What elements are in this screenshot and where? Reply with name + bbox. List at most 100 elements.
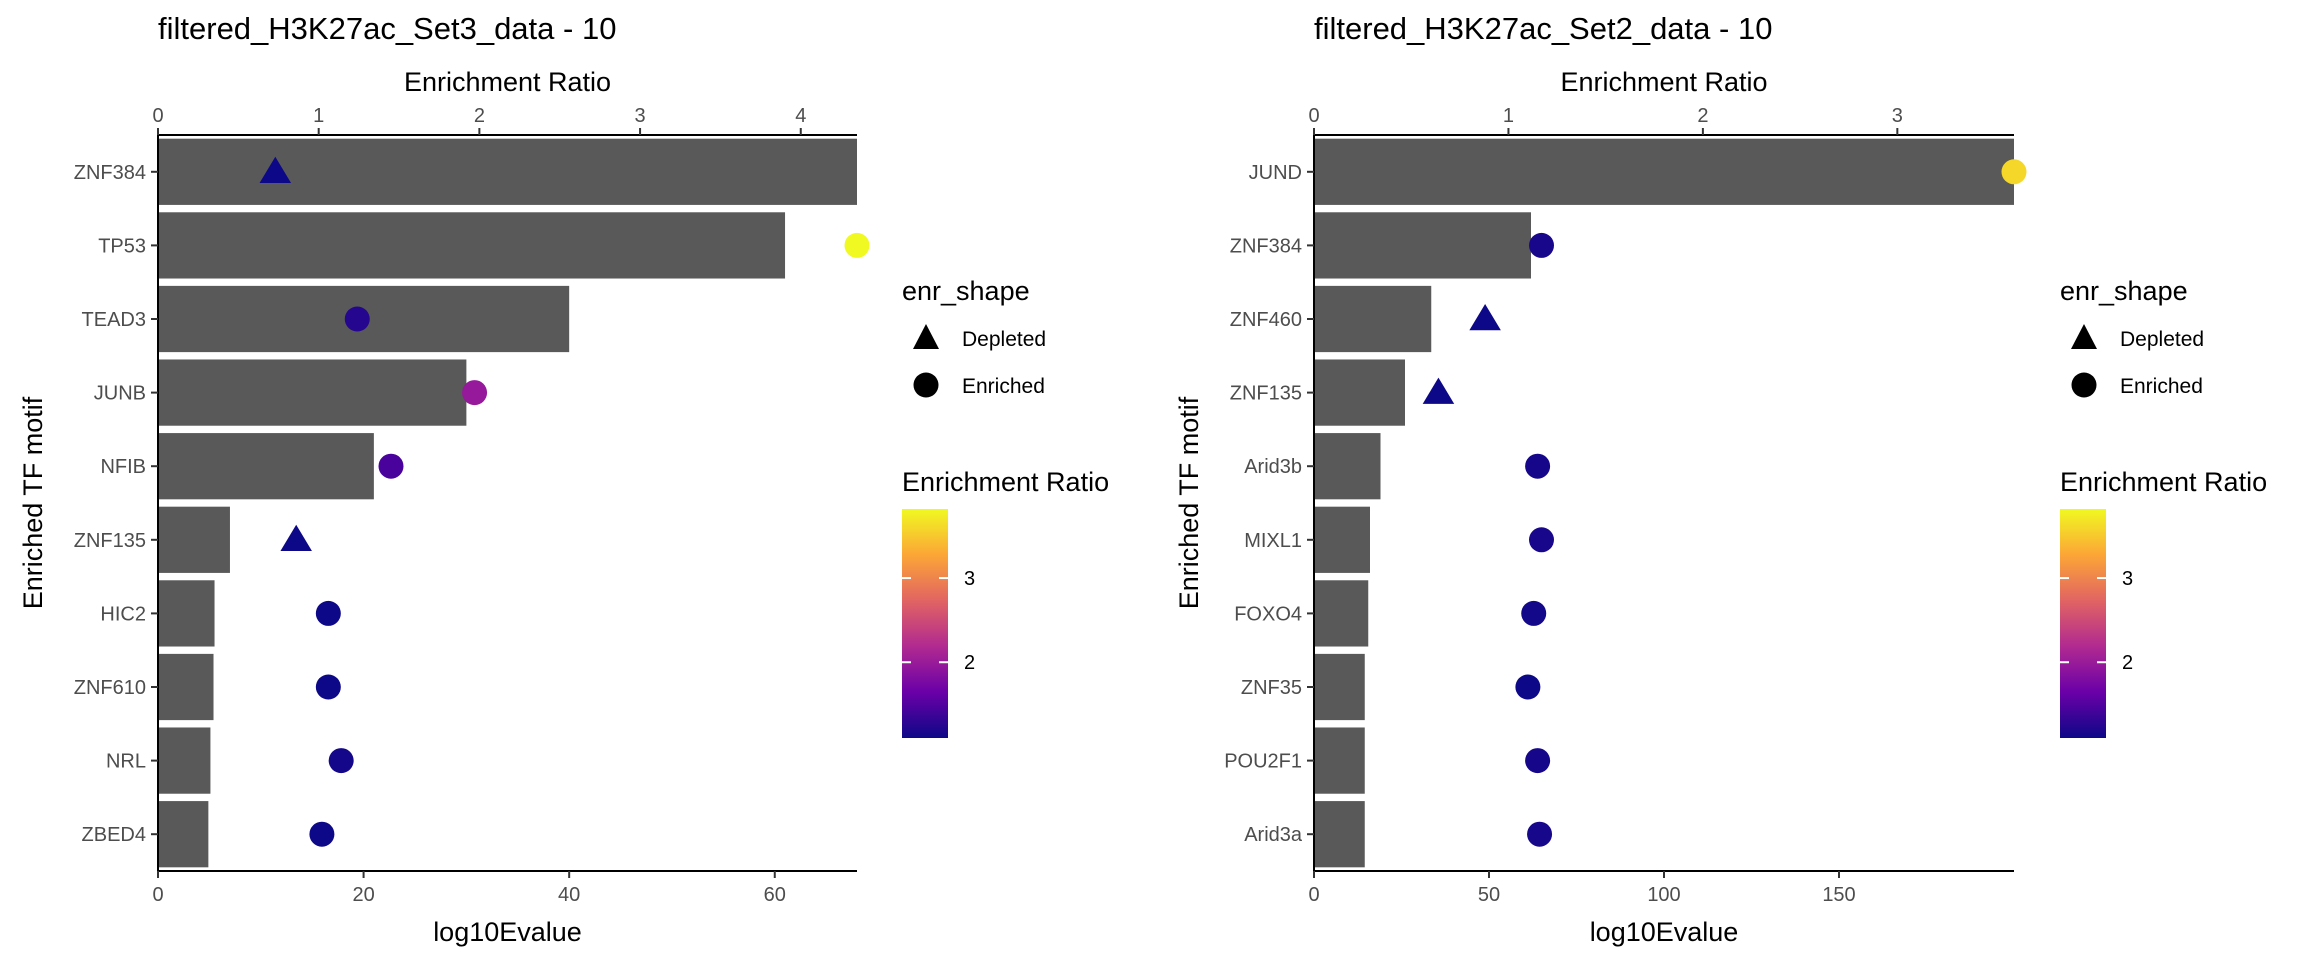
point-enriched-arid3a: [1527, 821, 1553, 847]
point-enriched-tead3: [344, 306, 370, 332]
point-enriched-znf35: [1515, 674, 1541, 700]
top-tick-label: 2: [474, 105, 485, 127]
bottom-tick-label: 0: [1308, 884, 1319, 906]
bar-zbed4: [158, 801, 209, 868]
top-axis-title: Enrichment Ratio: [1560, 67, 1767, 97]
chart-title: filtered_H3K27ac_Set2_data - 10: [1314, 11, 1772, 46]
top-tick-label: 1: [1503, 105, 1514, 127]
colorbar-tick-label: 2: [964, 652, 975, 674]
bottom-axis-title: log10Evalue: [433, 917, 582, 947]
bar-arid3b: [1314, 433, 1381, 500]
category-label: NRL: [106, 751, 146, 773]
category-label: JUND: [1249, 162, 1302, 184]
color-legend-title: Enrichment Ratio: [902, 467, 1109, 497]
point-enriched-znf610: [315, 674, 341, 700]
category-label: ZNF35: [1241, 677, 1302, 699]
legend-depleted-label: Depleted: [2120, 328, 2204, 351]
bottom-tick-label: 40: [558, 884, 580, 906]
point-depleted-znf135: [1422, 377, 1455, 404]
bar-znf384: [1314, 212, 1531, 279]
bar-znf384: [158, 138, 857, 205]
bottom-tick-label: 20: [352, 884, 374, 906]
point-enriched-zbed4: [309, 821, 335, 847]
point-enriched-arid3b: [1525, 453, 1551, 479]
bar-mixl1: [1314, 506, 1370, 573]
category-label: ZBED4: [82, 824, 146, 846]
bottom-axis-title: log10Evalue: [1590, 917, 1739, 947]
bar-foxo4: [1314, 580, 1369, 647]
shape-legend-title: enr_shape: [902, 276, 1030, 306]
colorbar-tick-label: 2: [2122, 652, 2133, 674]
category-label: ZNF135: [1230, 383, 1302, 405]
bar-znf35: [1314, 653, 1365, 721]
chart-panel-set3: filtered_H3K27ac_Set3_data - 10 Enrichmen…: [18, 11, 1109, 947]
bottom-tick-label: 60: [764, 884, 786, 906]
legend-depleted-icon: [913, 324, 939, 349]
shape-legend-title: enr_shape: [2060, 276, 2188, 306]
top-tick-label: 0: [1308, 105, 1319, 127]
legend-enriched-label: Enriched: [962, 375, 1045, 398]
colorbar: [2060, 509, 2106, 738]
category-label: FOXO4: [1234, 603, 1302, 625]
category-label: TP53: [98, 235, 146, 257]
legend-enriched-icon: [2071, 372, 2097, 398]
bottom-tick-label: 50: [1478, 884, 1500, 906]
top-tick-label: 4: [795, 105, 806, 127]
chart-panel-set2: filtered_H3K27ac_Set2_data - 10 Enrichmen…: [1174, 11, 2267, 947]
category-label: MIXL1: [1244, 530, 1302, 552]
legend-depleted-label: Depleted: [962, 328, 1046, 351]
point-enriched-znf384: [1529, 232, 1554, 258]
point-enriched-mixl1: [1529, 527, 1554, 553]
bar-junb: [158, 359, 467, 426]
bar-znf135: [158, 506, 230, 573]
bar-pou2f1: [1314, 727, 1365, 794]
legend-enriched-icon: [913, 372, 939, 398]
category-label: ZNF135: [74, 530, 146, 552]
top-tick-label: 3: [635, 105, 646, 127]
point-enriched-hic2: [315, 600, 341, 626]
category-label: Arid3a: [1244, 824, 1303, 846]
point-enriched-junb: [462, 380, 488, 406]
bar-jund: [1314, 138, 2014, 205]
category-label: NFIB: [100, 456, 146, 478]
bar-nrl: [158, 727, 211, 794]
bar-znf610: [158, 653, 214, 721]
color-legend-title: Enrichment Ratio: [2060, 467, 2267, 497]
point-enriched-jund: [2001, 159, 2027, 185]
bar-tp53: [158, 212, 786, 279]
colorbar-tick-label: 3: [2122, 568, 2133, 590]
point-enriched-tp53: [844, 232, 870, 258]
category-label: ZNF610: [74, 677, 146, 699]
point-depleted-znf460: [1469, 304, 1501, 331]
top-tick-label: 0: [152, 105, 163, 127]
bar-arid3a: [1314, 801, 1365, 868]
category-label: HIC2: [100, 603, 146, 625]
category-label: TEAD3: [82, 309, 146, 331]
legend-depleted-icon: [2071, 324, 2097, 349]
bar-nfib: [158, 433, 374, 500]
y-axis-title: Enriched TF motif: [1174, 396, 1204, 609]
bar-hic2: [158, 580, 215, 647]
colorbar: [902, 509, 948, 738]
point-enriched-foxo4: [1521, 600, 1547, 626]
top-tick-label: 1: [313, 105, 324, 127]
point-depleted-znf384: [259, 156, 292, 184]
category-label: JUNB: [94, 383, 146, 405]
category-label: ZNF384: [74, 162, 146, 184]
point-enriched-nrl: [328, 748, 354, 774]
top-tick-label: 2: [1697, 105, 1708, 127]
bar-znf135: [1314, 359, 1405, 426]
y-axis-title: Enriched TF motif: [18, 396, 48, 609]
point-enriched-nfib: [378, 453, 404, 479]
legend-enriched-label: Enriched: [2120, 375, 2203, 398]
category-label: POU2F1: [1224, 751, 1302, 773]
chart-title: filtered_H3K27ac_Set3_data - 10: [158, 11, 616, 46]
top-axis-title: Enrichment Ratio: [404, 67, 611, 97]
bottom-tick-label: 100: [1647, 884, 1680, 906]
colorbar-tick-label: 3: [964, 568, 975, 590]
category-label: ZNF460: [1230, 309, 1302, 331]
category-label: ZNF384: [1230, 235, 1302, 257]
point-depleted-znf135: [280, 524, 312, 552]
